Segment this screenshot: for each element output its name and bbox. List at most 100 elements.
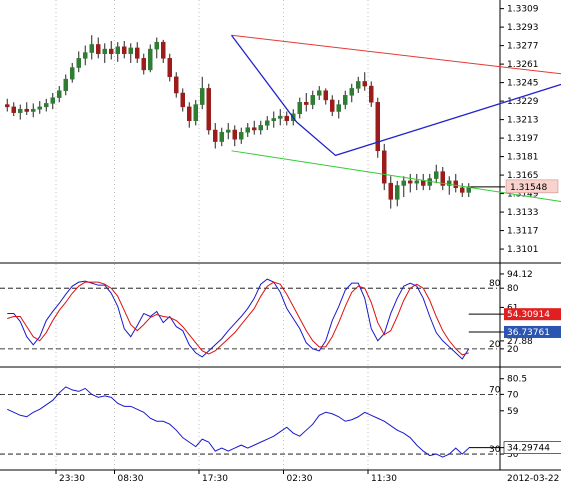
candle [440, 166, 445, 191]
candle [24, 102, 29, 115]
candle-body-bull [63, 78, 68, 91]
candle-body-bull [50, 97, 55, 104]
price-tick-label: 1.3245 [507, 79, 539, 89]
candle-body-bull [115, 46, 120, 54]
candle-body-bull [44, 103, 49, 108]
candle-body-bear [213, 129, 218, 142]
price-tick-label: 1.3261 [507, 60, 539, 70]
stochastic-tick-label: 20 [507, 345, 519, 355]
candle [460, 183, 465, 198]
candle-body-bull [200, 88, 205, 105]
candle-body-bear [174, 76, 179, 94]
candle [304, 93, 309, 112]
candle [408, 173, 413, 193]
candle-body-bull [356, 81, 361, 89]
candle [317, 86, 322, 100]
candle-body-bear [11, 106, 16, 113]
candle [343, 90, 348, 110]
candle [122, 40, 127, 59]
rsi-axis-ticks: 80.5 70 59 30 [500, 375, 527, 460]
rsi-level-70-label: 70 [489, 385, 501, 395]
candle [57, 86, 62, 103]
candle-body-bear [421, 180, 426, 186]
candle [265, 116, 270, 130]
candle-body-bull [226, 129, 231, 133]
candle-body-bull [265, 120, 270, 126]
stochastic-level-20-label: 20 [489, 340, 501, 350]
candle [232, 125, 237, 147]
candle [187, 102, 192, 128]
candle-body-bear [382, 150, 387, 184]
candle-body-bear [180, 92, 185, 108]
channel-lower-line [231, 150, 561, 203]
candle [44, 98, 49, 112]
candle [11, 102, 16, 117]
current-price-label: 1.31548 [510, 183, 547, 193]
candle-body-bear [161, 41, 166, 59]
stochastic-d-line [7, 281, 469, 356]
candle-body-bear [232, 129, 237, 140]
time-axis-ticks: 23:30 08:30 17:30 02:30 11:30 [55, 0, 397, 484]
candle [128, 43, 133, 63]
rsi-tick-label: 70 [507, 390, 519, 400]
candle [83, 45, 88, 66]
candle [356, 76, 361, 94]
candle [50, 93, 55, 110]
time-tick-label: 02:30 [287, 474, 313, 484]
candle-body-bull [466, 186, 471, 193]
candle [382, 143, 387, 191]
candle [447, 176, 452, 195]
candle-body-bear [284, 115, 289, 122]
rsi-tick-label: 80.5 [507, 375, 527, 385]
stochastic-d-value-label: 36.73761 [507, 328, 550, 338]
candle [135, 42, 140, 63]
candle-body-bull [278, 115, 283, 119]
candle-body-bull [245, 127, 250, 133]
price-tick-label: 1.3149 [507, 190, 539, 200]
candle [226, 123, 231, 140]
candle-body-bear [388, 182, 393, 200]
candle [167, 53, 172, 82]
candle-body-bull [447, 180, 452, 186]
candle-body-bull [89, 44, 94, 53]
candle-body-bear [135, 47, 140, 59]
rsi-tick-label: 30 [507, 450, 519, 460]
price-tick-label: 1.3165 [507, 171, 539, 181]
candle [369, 81, 374, 107]
candle [174, 72, 179, 98]
rsi-tick-label: 59 [507, 407, 519, 417]
candle-body-bear [5, 104, 10, 108]
price-tick-label: 1.3101 [507, 245, 539, 255]
candle [148, 44, 153, 73]
candle [89, 35, 94, 60]
candle [297, 97, 302, 119]
time-tick-label: 17:30 [202, 474, 228, 484]
candle-body-bear [109, 48, 114, 54]
stochastic-tick-label: 27.88 [507, 337, 533, 347]
stochastic-k-line [7, 278, 470, 360]
price-tick-label: 1.3117 [507, 227, 539, 237]
price-panel: 1.3309 1.3293 1.3277 1.3261 1.3245 1.3229 1.32… [0, 0, 561, 264]
candle-body-bull [310, 95, 315, 105]
candle [206, 83, 211, 135]
candle-body-bull [76, 58, 81, 68]
candle-body-bear [167, 58, 172, 78]
candle-body-bull [102, 48, 107, 54]
candle [388, 176, 393, 209]
candle [193, 99, 198, 126]
candle-body-bear [24, 108, 29, 112]
candle-body-bull [349, 88, 354, 96]
price-tick-label: 1.3181 [507, 153, 539, 163]
candle-body-bull [258, 125, 263, 131]
candle [466, 183, 471, 198]
candlesticks [5, 35, 471, 209]
candle-body-bear [440, 171, 445, 186]
candle-body-bear [375, 102, 380, 152]
candle-body-bear [323, 90, 328, 101]
candle-body-bear [252, 127, 257, 131]
candle-body-bull [317, 90, 322, 96]
candle-body-bull [18, 108, 23, 113]
time-tick-label: 08:30 [118, 474, 144, 484]
stochastic-level-80-label: 80 [489, 279, 501, 289]
candle-body-bear [369, 85, 374, 103]
